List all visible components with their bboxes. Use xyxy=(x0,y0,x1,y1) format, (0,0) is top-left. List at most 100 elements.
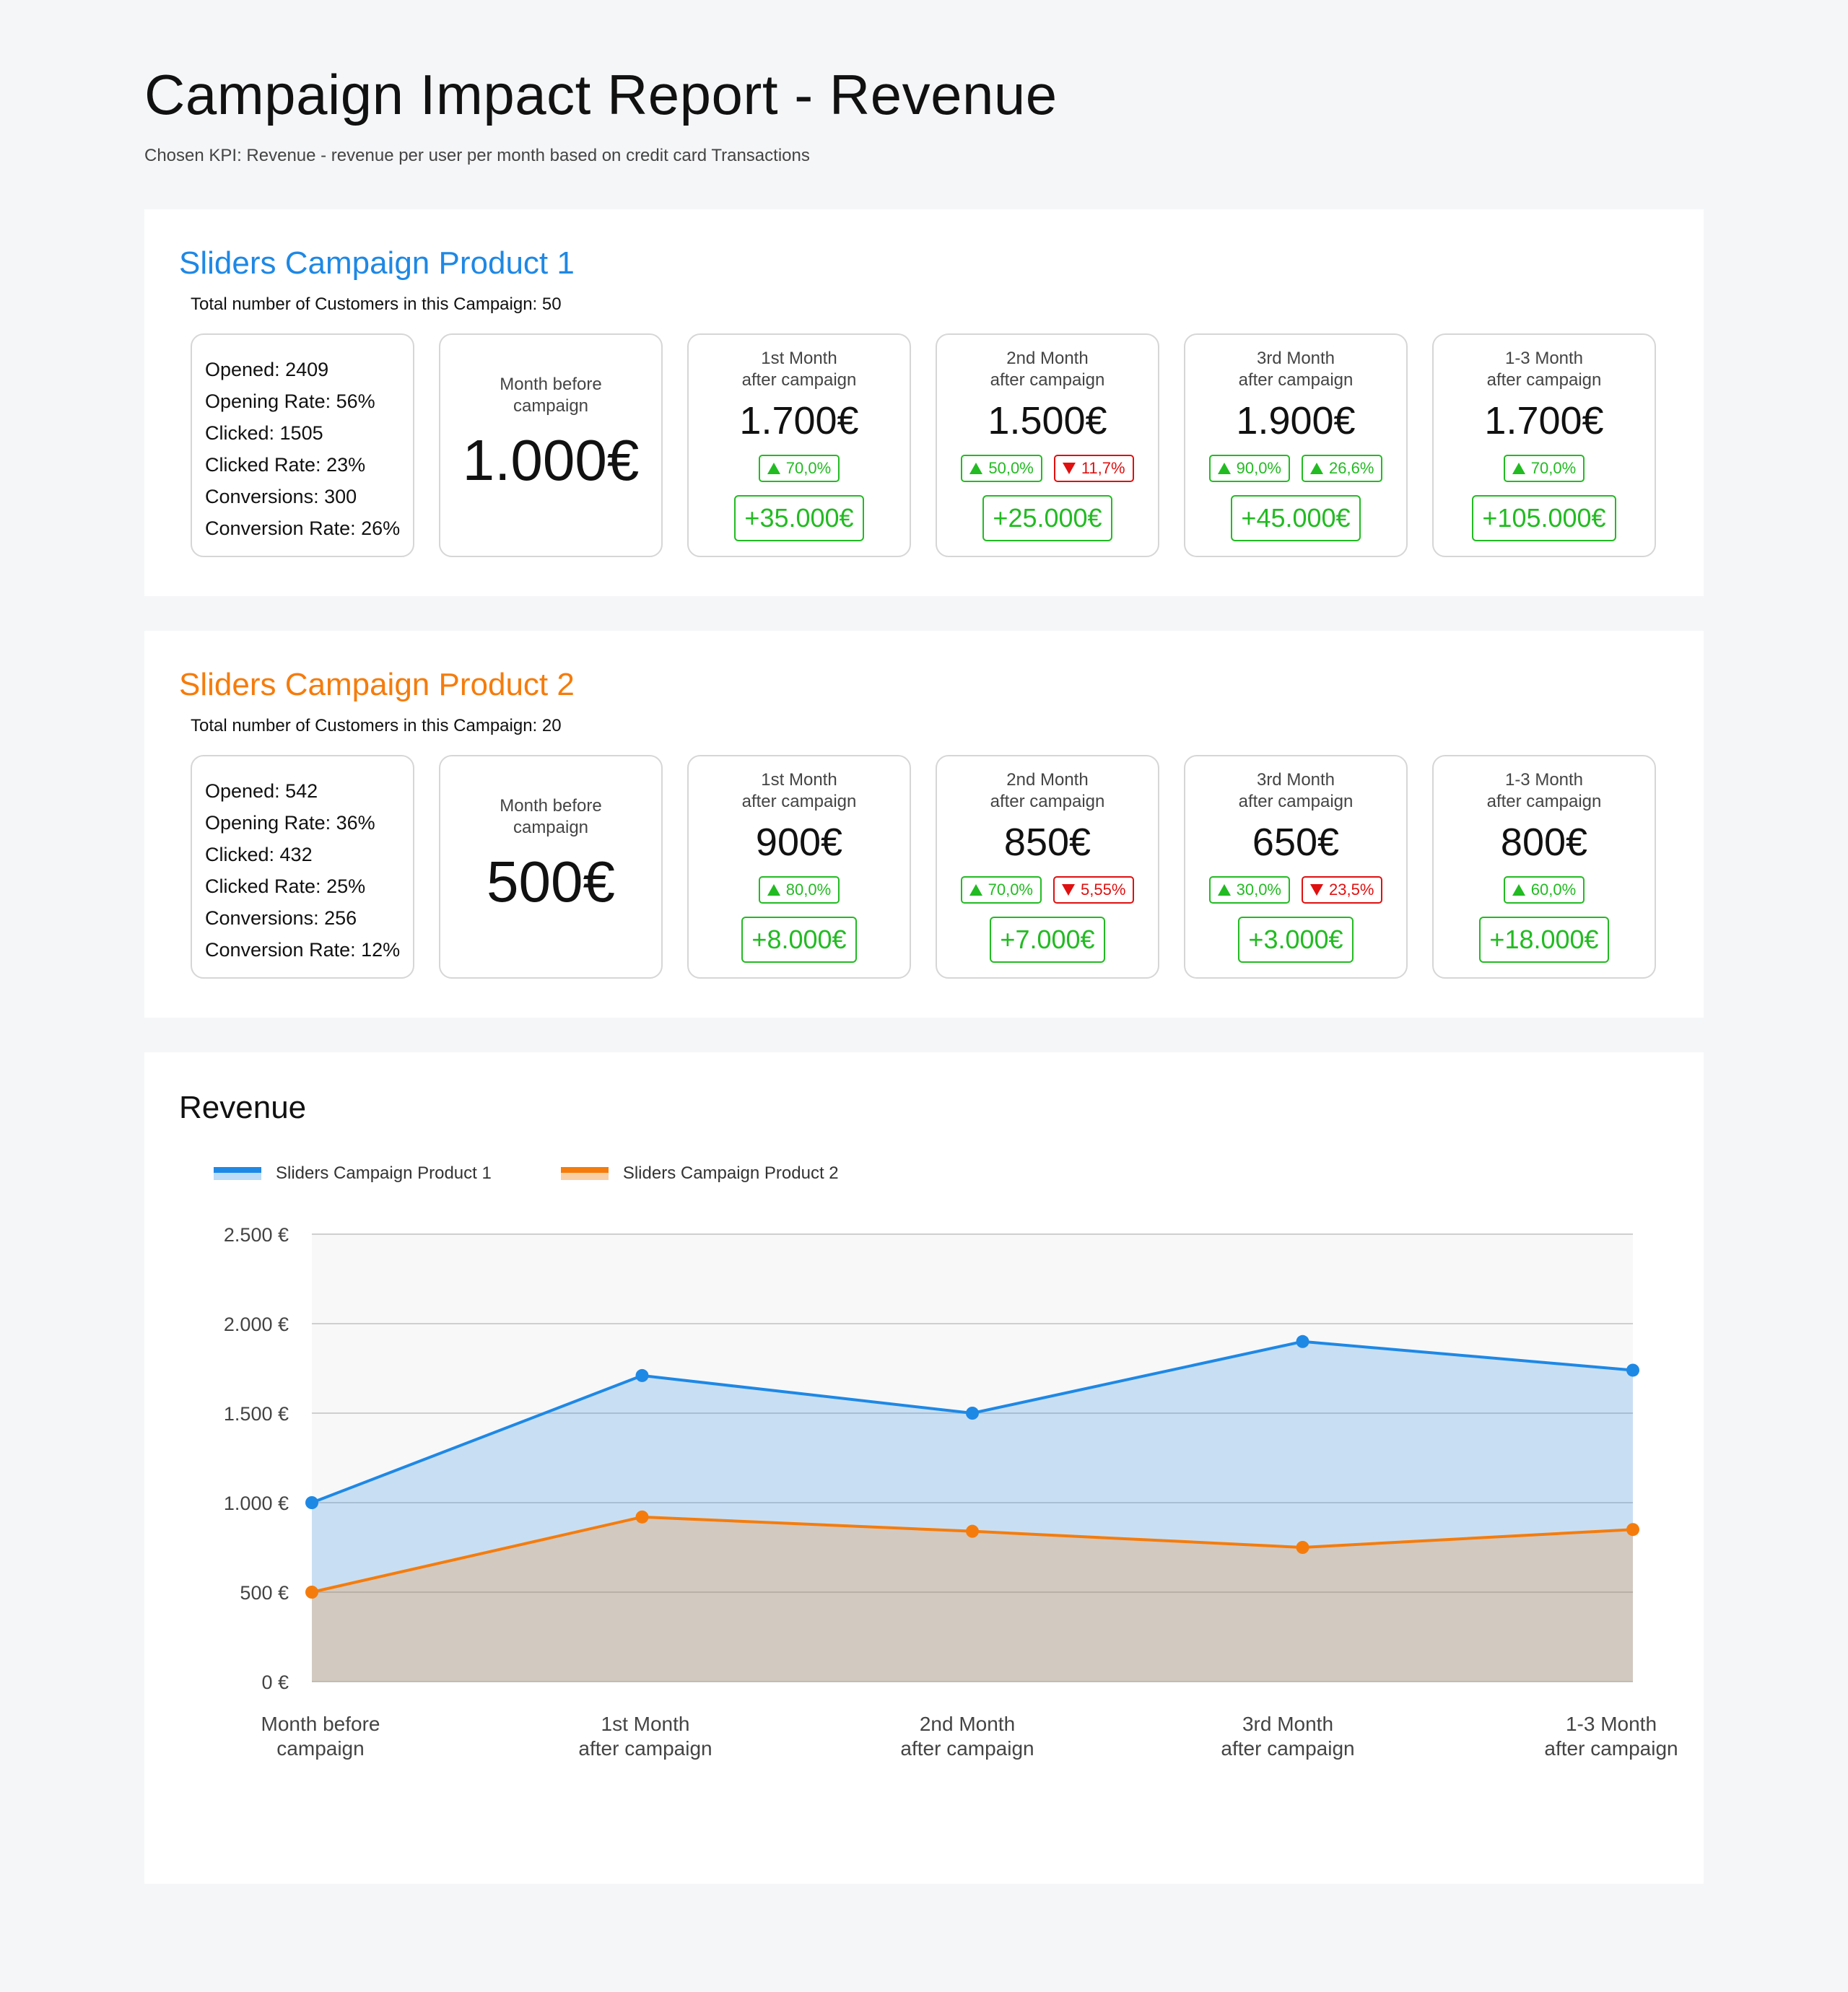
change-badge-up: 80,0% xyxy=(758,876,840,904)
stat-clicked: Clicked: 1505 xyxy=(205,422,323,444)
month-value: 1.700€ xyxy=(739,399,859,442)
revenue-gain: +25.000€ xyxy=(982,495,1112,541)
x-tick-label: campaign xyxy=(276,1737,364,1760)
x-tick-label: after campaign xyxy=(900,1737,1034,1760)
month-value: 800€ xyxy=(1500,821,1588,864)
y-tick-label: 2.000 € xyxy=(224,1314,289,1335)
legend-item-product-2[interactable]: Sliders Campaign Product 2 xyxy=(560,1163,839,1184)
stat-opened: Opened: 542 xyxy=(205,780,318,802)
month-before-value: 500€ xyxy=(487,849,615,914)
x-tick-label: 1st Month xyxy=(601,1713,690,1735)
stats-list: Opened: 542 Opening Rate: 36% Clicked: 4… xyxy=(205,775,400,966)
campaign-title: Sliders Campaign Product 1 xyxy=(179,245,575,281)
month-1-card: 1st Month after campaign 1.700€ 70,0% +35… xyxy=(687,333,911,557)
month-1-card: 1st Month after campaign 900€ 80,0% +8.00… xyxy=(687,755,911,979)
month-3-card: 3rd Month after campaign 1.900€ 90,0% 26,… xyxy=(1184,333,1408,557)
change-badge-up: 50,0% xyxy=(961,455,1042,482)
month-value: 850€ xyxy=(1003,821,1091,864)
revenue-gain: +8.000€ xyxy=(741,917,857,963)
change-badges: 60,0% xyxy=(1434,876,1655,904)
triangle-up-icon xyxy=(1217,463,1231,474)
x-tick-label: Month before xyxy=(261,1713,380,1735)
x-tick-label: 1-3 Month xyxy=(1566,1713,1657,1735)
y-tick-label: 1.500 € xyxy=(224,1403,289,1425)
triangle-up-icon xyxy=(767,463,780,474)
y-tick-label: 1.000 € xyxy=(224,1493,289,1514)
change-badge-up: 60,0% xyxy=(1503,876,1585,904)
data-point xyxy=(635,1510,649,1524)
mom-badge-down: 23,5% xyxy=(1302,876,1383,904)
revenue-gain: +7.000€ xyxy=(990,917,1105,963)
data-point xyxy=(966,1524,979,1538)
x-tick-label: 2nd Month xyxy=(920,1713,1015,1735)
stat-conversion-rate: Conversion Rate: 12% xyxy=(205,939,401,961)
change-badge-up: 70,0% xyxy=(960,876,1042,904)
x-tick-label: after campaign xyxy=(578,1737,712,1760)
revenue-chart-panel: Revenue Sliders Campaign Product 1 Slide… xyxy=(144,1052,1704,1884)
month-value: 1.900€ xyxy=(1236,399,1356,442)
stat-opening-rate: Opening Rate: 36% xyxy=(205,812,375,834)
revenue-gain: +45.000€ xyxy=(1231,495,1361,541)
triangle-up-icon xyxy=(1512,884,1525,896)
series-area-2 xyxy=(312,1516,1633,1682)
x-tick-label: 3rd Month xyxy=(1242,1713,1333,1735)
data-point xyxy=(1296,1541,1309,1554)
change-badges: 90,0% 26,6% xyxy=(1185,455,1406,482)
month-2-card: 2nd Month after campaign 850€ 70,0% 5,55%… xyxy=(936,755,1159,979)
mom-badge-down: 5,55% xyxy=(1053,876,1135,904)
month-label: 2nd Month after campaign xyxy=(990,770,1105,811)
campaign-panel-product-2: Sliders Campaign Product 2 Total number … xyxy=(144,631,1704,1018)
page-subtitle: Chosen KPI: Revenue - revenue per user p… xyxy=(144,146,810,165)
legend-label: Sliders Campaign Product 1 xyxy=(276,1163,492,1183)
month-label: 2nd Month after campaign xyxy=(990,349,1105,390)
change-badges: 70,0% xyxy=(1434,455,1655,482)
month-before-label: Month before campaign xyxy=(500,375,602,416)
stat-conversion-rate: Conversion Rate: 26% xyxy=(205,517,401,539)
legend-label: Sliders Campaign Product 2 xyxy=(622,1163,839,1183)
month-2-card: 2nd Month after campaign 1.500€ 50,0% 11,… xyxy=(936,333,1159,557)
campaign-panel-product-1: Sliders Campaign Product 1 Total number … xyxy=(144,209,1704,596)
month-value: 1.500€ xyxy=(988,399,1107,442)
change-badge-up: 30,0% xyxy=(1208,876,1290,904)
month-before-value: 1.000€ xyxy=(462,428,640,492)
data-point xyxy=(305,1496,318,1509)
revenue-gain: +105.000€ xyxy=(1472,495,1616,541)
month-before-card: Month before campaign 500€ xyxy=(439,755,663,979)
month-label: 3rd Month after campaign xyxy=(1238,349,1354,390)
triangle-up-icon xyxy=(969,463,983,474)
triangle-up-icon xyxy=(1217,884,1231,896)
month-value: 900€ xyxy=(755,821,843,864)
y-tick-label: 500 € xyxy=(240,1582,289,1604)
month-value: 1.700€ xyxy=(1484,399,1604,442)
triangle-up-icon xyxy=(767,884,780,896)
legend-item-product-1[interactable]: Sliders Campaign Product 1 xyxy=(214,1163,492,1184)
change-badge-up: 90,0% xyxy=(1208,455,1290,482)
triangle-down-icon xyxy=(1310,884,1323,896)
x-tick-label: after campaign xyxy=(1221,1737,1354,1760)
legend-swatch-product-2 xyxy=(560,1167,609,1180)
data-point xyxy=(1296,1334,1309,1348)
stats-card: Opened: 542 Opening Rate: 36% Clicked: 4… xyxy=(191,755,414,979)
stats-list: Opened: 2409 Opening Rate: 56% Clicked: … xyxy=(205,354,400,544)
revenue-gain: +18.000€ xyxy=(1479,917,1609,963)
month-before-label: Month before campaign xyxy=(500,796,602,837)
y-tick-label: 2.500 € xyxy=(224,1224,289,1246)
stat-clicked-rate: Clicked Rate: 23% xyxy=(205,454,366,476)
month-before-card: Month before campaign 1.000€ xyxy=(439,333,663,557)
triangle-down-icon xyxy=(1062,884,1075,896)
page-title: Campaign Impact Report - Revenue xyxy=(144,63,1058,126)
triangle-up-icon xyxy=(1512,463,1525,474)
triangle-up-icon xyxy=(969,884,982,896)
data-point xyxy=(1626,1523,1639,1537)
month-label: 1st Month after campaign xyxy=(741,770,857,811)
months-1-3-card: 1-3 Month after campaign 1.700€ 70,0% +10… xyxy=(1432,333,1656,557)
stats-card: Opened: 2409 Opening Rate: 56% Clicked: … xyxy=(191,333,414,557)
change-badge-up: 70,0% xyxy=(1503,455,1585,482)
stat-opening-rate: Opening Rate: 56% xyxy=(205,390,375,412)
x-tick-label: after campaign xyxy=(1544,1737,1678,1760)
change-badges: 70,0% 5,55% xyxy=(937,876,1158,904)
month-3-card: 3rd Month after campaign 650€ 30,0% 23,5%… xyxy=(1184,755,1408,979)
data-point xyxy=(635,1368,649,1382)
revenue-gain: +3.000€ xyxy=(1238,917,1354,963)
change-badges: 70,0% xyxy=(689,455,910,482)
